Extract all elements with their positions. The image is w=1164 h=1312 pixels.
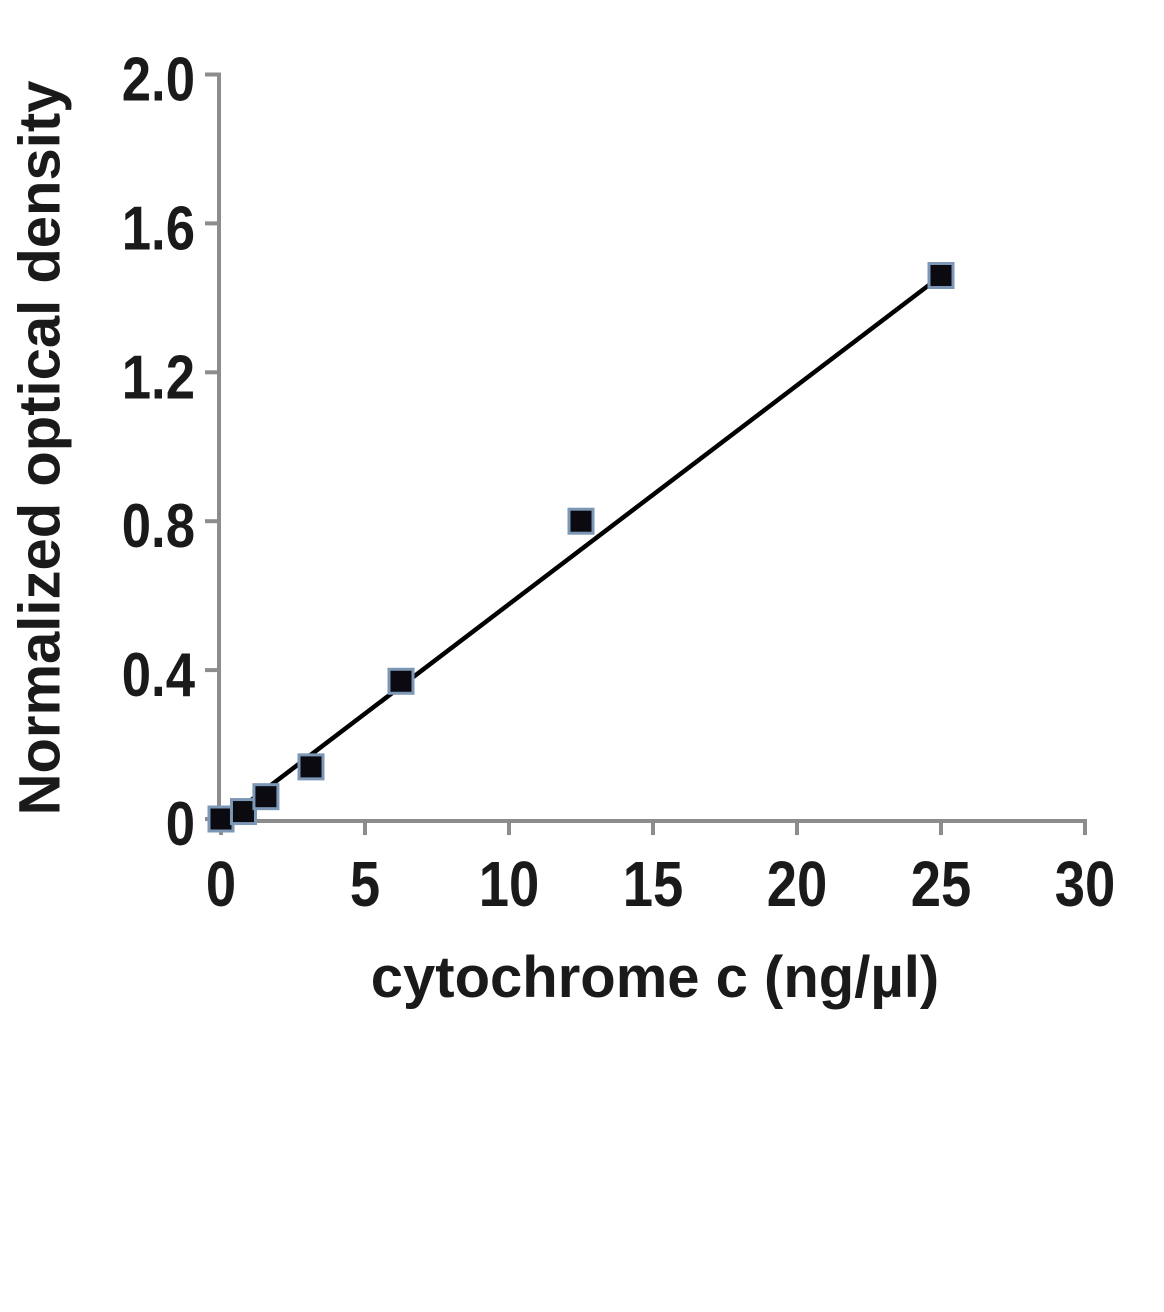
y-tick-label: 1.6	[122, 194, 195, 263]
y-axis-title: Normalized optical density	[8, 81, 73, 816]
data-point-marker	[252, 783, 280, 811]
data-point-marker	[297, 753, 325, 781]
trendline	[219, 274, 943, 825]
x-tick-label: 5	[350, 848, 380, 920]
y-tick-label: 0.8	[122, 492, 195, 561]
data-point-marker	[927, 262, 955, 290]
data-point-marker	[567, 507, 595, 535]
y-tick-label: 0.4	[122, 641, 195, 710]
y-tick-label: 2.0	[122, 46, 195, 115]
x-axis-title: cytochrome c (ng/µl)	[371, 945, 939, 1010]
x-tick-label: 20	[767, 848, 827, 920]
y-tick-label: 1.2	[122, 343, 195, 412]
x-tick-label: 30	[1055, 848, 1115, 920]
data-point-marker	[207, 805, 235, 833]
x-tick-label: 25	[911, 848, 971, 920]
x-tick-label: 10	[479, 848, 539, 920]
y-tick-label: 0	[166, 790, 195, 859]
data-point-marker	[229, 798, 257, 826]
x-tick-label: 0	[206, 848, 236, 920]
data-point-marker	[387, 667, 415, 695]
x-tick-label: 15	[623, 848, 683, 920]
